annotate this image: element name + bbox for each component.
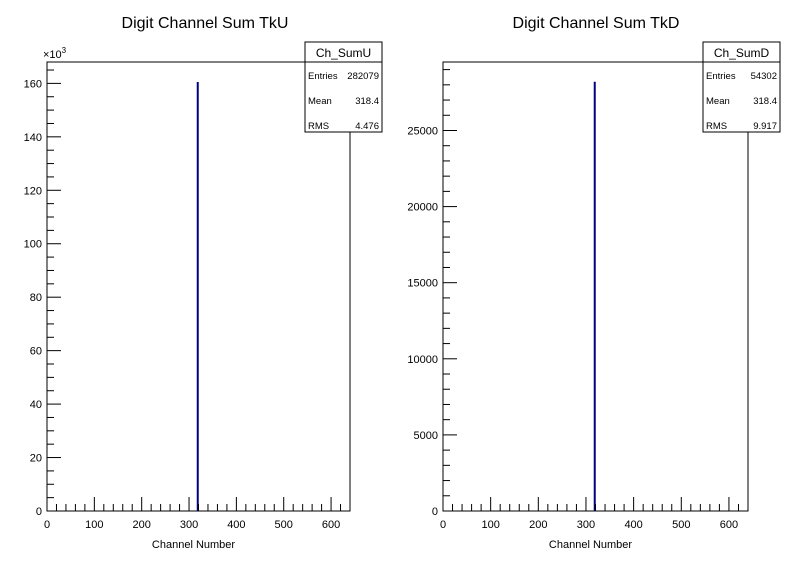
stats-value: 4.476 xyxy=(355,121,379,132)
x-tick-label: 0 xyxy=(440,519,446,531)
x-tick-label: 200 xyxy=(529,519,547,531)
y-tick-label: 160 xyxy=(24,78,42,90)
x-tick-label: 600 xyxy=(322,519,340,531)
y-tick-label: 40 xyxy=(30,399,42,411)
stats-box: Ch_SumU Entries 282079 Mean 318.4 RMS 4.476 xyxy=(304,41,383,133)
y-tick-label: 80 xyxy=(30,292,42,304)
y-tick-label: 10000 xyxy=(407,354,438,366)
y-tick-label: 20 xyxy=(30,453,42,465)
x-tick-label: 100 xyxy=(481,519,499,531)
chart-title: Digit Channel Sum TkU xyxy=(122,15,289,32)
x-axis-title: Channel Number xyxy=(152,539,235,551)
y-tick-label: 0 xyxy=(36,506,42,518)
y-tick-label: 15000 xyxy=(407,278,438,290)
stats-box: Ch_SumD Entries 54302 Mean 318.4 RMS 9.917 xyxy=(702,41,781,133)
stats-label: Entries xyxy=(308,71,338,82)
multiplier-base: ×10 xyxy=(43,49,62,61)
x-axis-title: Channel Number xyxy=(549,539,632,551)
stats-label: RMS xyxy=(706,121,727,132)
stats-box-frame xyxy=(304,41,383,133)
x-tick-label: 400 xyxy=(227,519,245,531)
y-tick-label: 140 xyxy=(24,132,42,144)
y-tick-label: 25000 xyxy=(407,125,438,137)
x-tick-label: 500 xyxy=(672,519,690,531)
y-tick-label: 5000 xyxy=(414,430,438,442)
y-axis-multiplier: ×103 xyxy=(43,46,67,61)
multiplier-exponent: 3 xyxy=(62,46,67,55)
x-tick-label: 100 xyxy=(85,519,103,531)
x-tick-label: 0 xyxy=(44,519,50,531)
y-tick-label: 120 xyxy=(24,185,42,197)
stats-label: Mean xyxy=(706,96,730,107)
y-tick-label: 0 xyxy=(432,506,438,518)
stats-label: RMS xyxy=(308,121,329,132)
x-tick-label: 500 xyxy=(275,519,293,531)
chart-title: Digit Channel Sum TkD xyxy=(513,15,680,32)
stats-box-name: Ch_SumD xyxy=(714,46,770,60)
stats-value: 318.4 xyxy=(355,96,379,107)
stats-label: Entries xyxy=(706,71,736,82)
stats-box-name: Ch_SumU xyxy=(316,46,371,60)
stats-box-frame xyxy=(702,41,781,133)
stats-value: 54302 xyxy=(751,71,777,82)
stats-value: 9.917 xyxy=(753,121,777,132)
stats-value: 282079 xyxy=(347,71,379,82)
x-tick-label: 300 xyxy=(180,519,198,531)
y-tick-label: 60 xyxy=(30,346,42,358)
x-tick-label: 200 xyxy=(133,519,151,531)
histogram-panel-2: Digit Channel Sum TkD 0 100 200 300 400 500 600… xyxy=(407,15,781,551)
y-tick-label: 20000 xyxy=(407,202,438,214)
y-tick-label: 100 xyxy=(24,239,42,251)
x-tick-label: 600 xyxy=(720,519,738,531)
stats-value: 318.4 xyxy=(753,96,777,107)
x-tick-label: 400 xyxy=(624,519,642,531)
stats-label: Mean xyxy=(308,96,332,107)
x-tick-label: 300 xyxy=(577,519,595,531)
